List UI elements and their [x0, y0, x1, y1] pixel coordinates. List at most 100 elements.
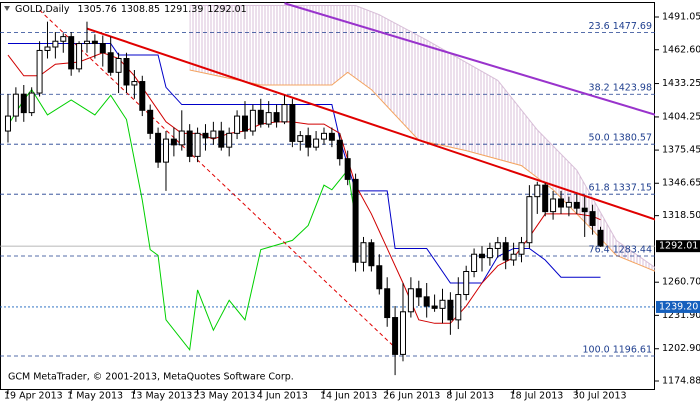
candle-body	[147, 109, 154, 134]
indicator-line	[7, 88, 357, 352]
fib-label: 23.6 1477.69	[589, 21, 652, 32]
x-tick-label: 19 Apr 2013	[4, 391, 63, 402]
trendline	[39, 9, 401, 353]
candle-body	[52, 40, 59, 48]
y-tick-label: 1375.45	[662, 145, 700, 156]
candle-body	[542, 184, 549, 213]
candle-body	[36, 49, 43, 94]
y-tick-label: 1174.88	[662, 376, 700, 387]
candle-body	[510, 253, 517, 261]
candle-body	[202, 132, 209, 139]
x-tick-label: 8 Jul 2013	[446, 391, 494, 402]
candle-body	[526, 196, 533, 244]
candle-body	[471, 253, 478, 272]
candle-body	[407, 288, 414, 313]
symbol-icon	[4, 6, 10, 11]
y-tick-label: 1462.60	[662, 44, 700, 55]
x-tick-label: 4 Jun 2013	[257, 391, 308, 402]
y-tick-label: 1433.25	[662, 78, 700, 89]
y-tick-label: 1404.25	[662, 111, 700, 122]
candle-body	[107, 52, 114, 73]
candle-body	[44, 46, 51, 51]
candle-body	[178, 130, 185, 146]
candle-body	[20, 93, 27, 114]
cloud-upper	[189, 5, 655, 269]
candle-body	[99, 43, 106, 54]
candle-body	[131, 81, 138, 86]
open: 1305.76	[78, 4, 117, 15]
cloud-fill	[189, 5, 655, 272]
price-box	[656, 300, 700, 313]
candle-body	[320, 132, 327, 140]
close: 1292.01	[207, 4, 246, 15]
fib-label: 100.0 1196.61	[582, 344, 652, 355]
fib-label: 61.8 1337.15	[589, 183, 652, 194]
y-tick-label: 1231.90	[662, 310, 700, 321]
fib-label: 38.2 1423.98	[589, 83, 652, 94]
candle-body	[194, 132, 201, 157]
candle-body	[91, 40, 98, 45]
candle-body	[241, 115, 248, 132]
candle-body	[581, 207, 588, 213]
candle-body	[60, 36, 67, 42]
candle-body	[265, 112, 272, 125]
candle-body	[297, 135, 304, 142]
candle-body	[550, 198, 557, 213]
candle-body	[415, 288, 422, 298]
candle-body	[328, 132, 335, 141]
candle-body	[226, 132, 233, 148]
candle-body	[139, 81, 146, 111]
candle-body	[28, 92, 35, 114]
candle-body	[273, 112, 280, 123]
x-tick-label: 1 May 2013	[67, 391, 123, 402]
candle-body	[352, 178, 359, 263]
candle-body	[218, 130, 225, 148]
high: 1308.85	[121, 4, 160, 15]
candle-body	[392, 317, 399, 355]
y-tick-label: 1491.05	[662, 12, 700, 23]
candle-body	[257, 109, 264, 125]
candle-body	[376, 265, 383, 290]
y-tick-label: 1202.90	[662, 343, 700, 354]
candle-body	[249, 109, 256, 132]
price-box	[656, 240, 700, 253]
candle-body	[123, 58, 130, 86]
candle-body	[281, 104, 288, 123]
candle-body	[360, 242, 367, 263]
candle-body	[431, 305, 438, 309]
x-tick-label: 26 Jun 2013	[383, 391, 440, 402]
candle-body	[12, 93, 19, 117]
candle-body	[463, 270, 470, 296]
candle-body	[170, 138, 177, 146]
indicator-line	[7, 43, 601, 284]
axes: 1491.05 1462.60 1433.25 1404.25 1375.45 1346.…	[4, 12, 700, 402]
plot-area	[0, 2, 655, 376]
x-tick-label: 23 May 2013	[194, 391, 256, 402]
symbol: GOLD,Daily	[15, 4, 70, 15]
price-label: 1239.20	[659, 301, 698, 312]
candle-body	[557, 198, 564, 208]
fib-label: 50.0 1380.57	[589, 133, 652, 144]
candle-body	[336, 139, 343, 160]
candle-body	[502, 242, 509, 261]
candle-body	[573, 201, 580, 209]
candle-body	[68, 36, 75, 70]
candle-body	[289, 104, 296, 142]
x-tick-label: 18 Jul 2013	[510, 391, 564, 402]
candle-body	[368, 242, 375, 267]
candle-body	[234, 115, 241, 134]
trendline	[86, 27, 655, 221]
candle-body	[186, 130, 193, 157]
candle-body	[455, 294, 462, 321]
candle-body	[313, 138, 320, 148]
candle-body	[344, 158, 351, 180]
candle-body	[155, 132, 162, 163]
candle-body	[518, 242, 525, 255]
cloud-lower	[189, 69, 655, 272]
price-label: 1292.01	[659, 241, 698, 252]
footer: GCM MetaTrader, © 2001-2013, MetaQuotes …	[8, 372, 294, 383]
low: 1291.39	[164, 4, 203, 15]
candle-body	[439, 299, 446, 309]
chart-header: GOLD,Daily 1305.76 1308.85 1291.39 1292.01	[15, 4, 247, 15]
